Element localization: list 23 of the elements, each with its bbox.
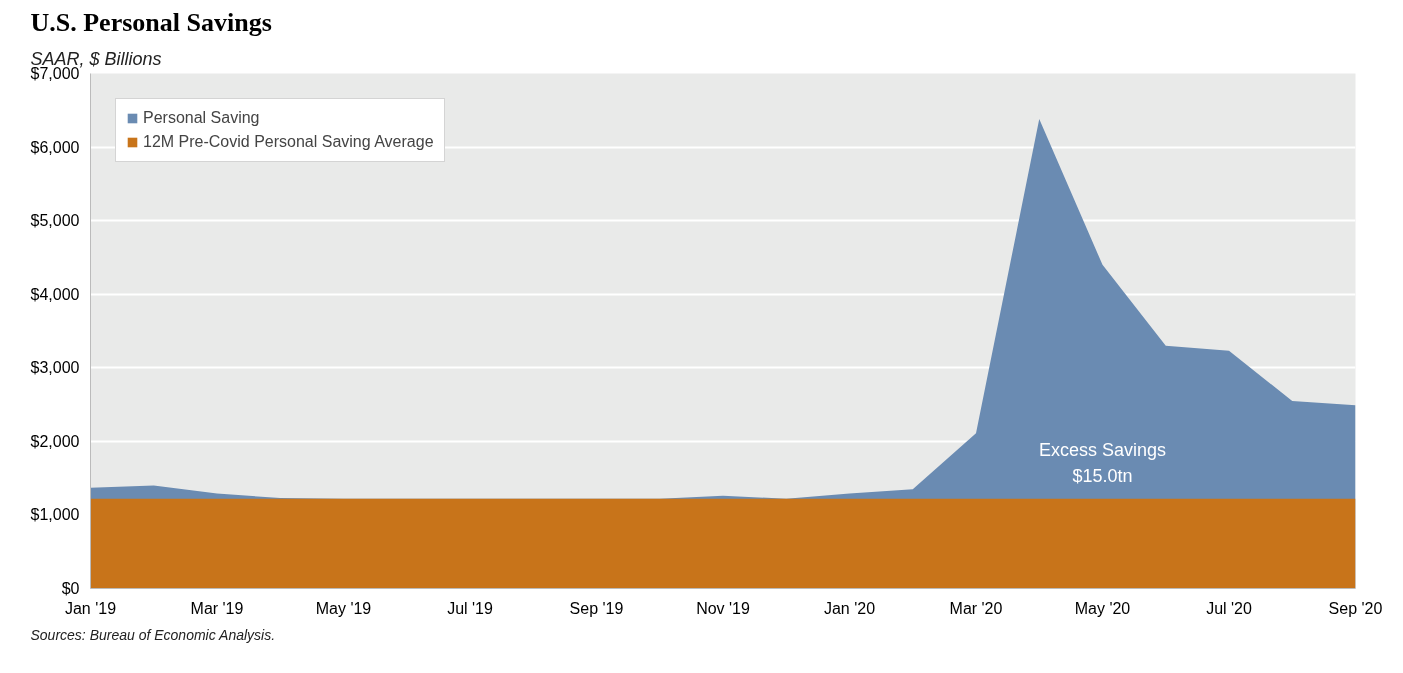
y-tick-label: $5,000 (30, 212, 80, 230)
x-tick-label: Jul '20 (1206, 599, 1252, 617)
x-tick-label: Jan '20 (823, 599, 876, 617)
x-tick-label: Nov '19 (696, 599, 750, 617)
chart-title: U.S. Personal Savings (30, 7, 272, 37)
x-tick-label: Jan '19 (64, 599, 117, 617)
y-tick-label: $2,000 (30, 432, 80, 450)
source-note: Sources: Bureau of Economic Analysis. (30, 626, 276, 643)
legend-label: Personal Saving (143, 109, 260, 127)
y-tick-label: $1,000 (30, 506, 80, 524)
x-tick-label: Sep '20 (1328, 599, 1383, 617)
x-tick-label: Jul '19 (447, 599, 493, 617)
x-tick-label: May '19 (315, 599, 372, 617)
legend-label: 12M Pre-Covid Personal Saving Average (143, 133, 434, 151)
annotation: Excess Savings $15.0tn (1038, 439, 1167, 486)
y-tick-label: $0 (61, 580, 80, 597)
x-tick-label: Sep '19 (569, 599, 624, 617)
x-tick-label: Mar '20 (949, 599, 1003, 617)
y-tick-label: $6,000 (30, 138, 80, 156)
y-tick-label: $3,000 (30, 359, 80, 377)
y-tick-label: $4,000 (30, 285, 80, 303)
x-tick-label: May '20 (1074, 599, 1131, 617)
x-tick-label: Mar '19 (190, 599, 244, 617)
